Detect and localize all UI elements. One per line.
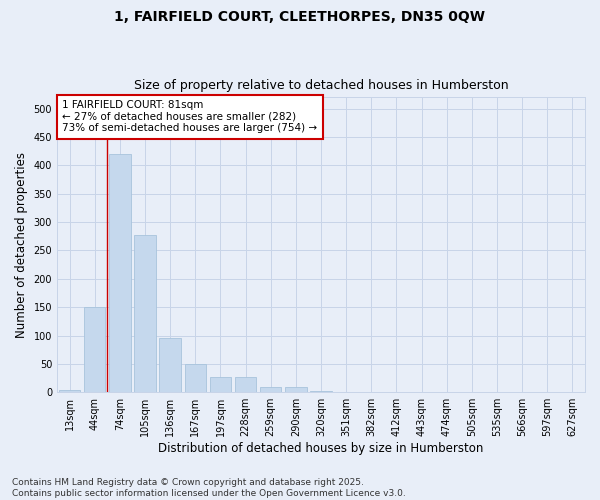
Bar [210, 378, 231, 392]
Bar [84, 307, 106, 392]
Bar [109, 154, 131, 392]
Bar [310, 391, 332, 392]
Text: Contains HM Land Registry data © Crown copyright and database right 2025.
Contai: Contains HM Land Registry data © Crown c… [12, 478, 406, 498]
Bar [160, 338, 181, 392]
Y-axis label: Number of detached properties: Number of detached properties [15, 152, 28, 338]
Text: 1, FAIRFIELD COURT, CLEETHORPES, DN35 0QW: 1, FAIRFIELD COURT, CLEETHORPES, DN35 0Q… [115, 10, 485, 24]
Bar [59, 390, 80, 392]
Bar [134, 234, 156, 392]
Bar [285, 387, 307, 392]
Title: Size of property relative to detached houses in Humberston: Size of property relative to detached ho… [134, 79, 508, 92]
Bar [260, 387, 281, 392]
Bar [185, 364, 206, 392]
X-axis label: Distribution of detached houses by size in Humberston: Distribution of detached houses by size … [158, 442, 484, 455]
Bar [235, 378, 256, 392]
Text: 1 FAIRFIELD COURT: 81sqm
← 27% of detached houses are smaller (282)
73% of semi-: 1 FAIRFIELD COURT: 81sqm ← 27% of detach… [62, 100, 317, 134]
